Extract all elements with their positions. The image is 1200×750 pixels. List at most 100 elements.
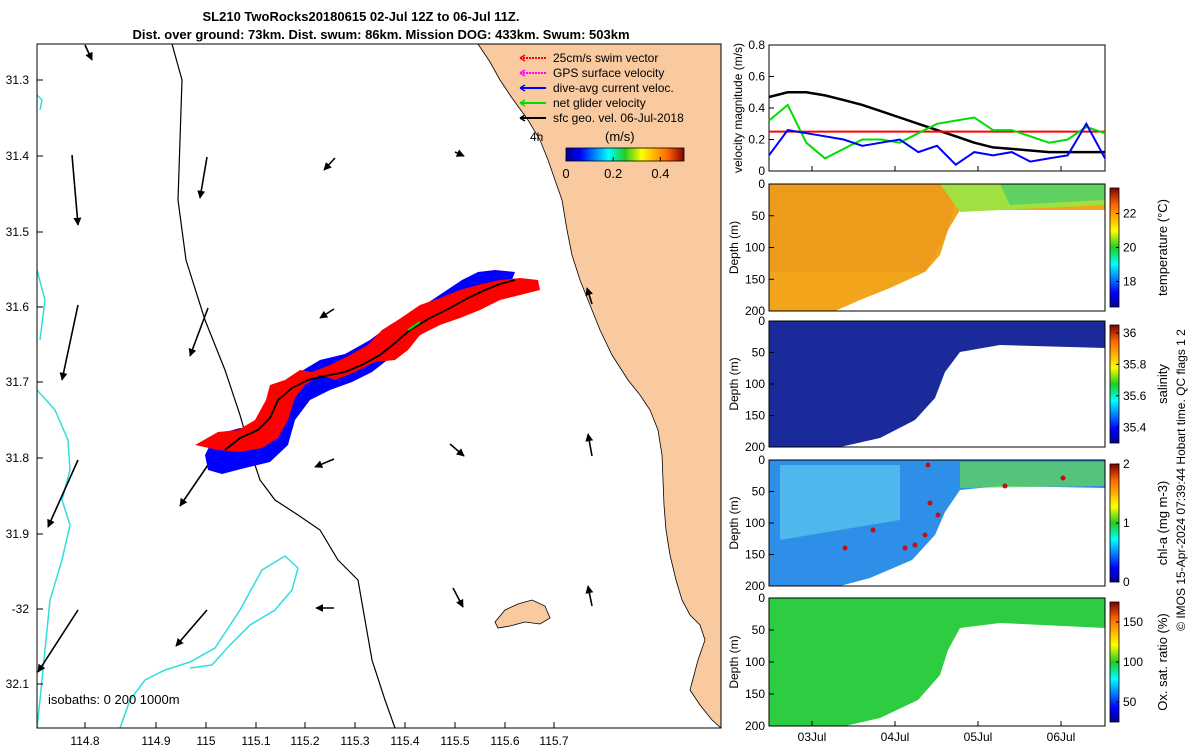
- velocity-ytick-label: 0.2: [748, 133, 765, 147]
- speed-colorbar: (m/s) 0 0.2 0.4: [562, 129, 685, 181]
- map-lat-tick-label: 31.8: [6, 451, 30, 465]
- depth-tick-label: 200: [745, 719, 765, 733]
- colorbar-tick-label: 0.2: [604, 166, 622, 181]
- coastline-land: [477, 44, 721, 728]
- velocity-magnitude-panel: 0 0.2 0.4 0.6 0.8 velocity magnitude (m/s): [731, 38, 1106, 178]
- legend-label: net glider velocity: [553, 96, 646, 110]
- depth-axis-label: Depth (m): [727, 357, 741, 410]
- chla-high-points: [842, 462, 1066, 551]
- map-lon-tick-label: 115.5: [440, 734, 469, 748]
- legend-label: sfc geo. vel. 06-Jul-2018: [553, 111, 684, 125]
- velocity-ytick-label: 0.4: [748, 101, 765, 115]
- map-lat-tick-label: 32.1: [6, 677, 30, 691]
- glider-track: [224, 279, 516, 451]
- map-lon-tick-label: 115.4: [390, 734, 419, 748]
- temperature-colorbar-label: temperature (°C): [1155, 199, 1170, 296]
- depth-tick-label: 100: [745, 377, 765, 391]
- colorbar-tick-label: 35.8: [1123, 357, 1147, 371]
- net-glider-velocity-segment: [407, 321, 421, 331]
- legend-label: GPS surface velocity: [553, 66, 664, 80]
- colorbar-tick-label: 50: [1123, 695, 1137, 709]
- map-lat-tick-label: 31.3: [6, 73, 30, 87]
- colorbar-tick-label: 20: [1123, 241, 1137, 255]
- swim-vector-band: [195, 278, 540, 452]
- small-time-label: 4h: [530, 130, 543, 144]
- map-latitude-ticks: 31.3 31.4 31.5 31.6 31.7 31.8 31.9 -32 32.1: [6, 73, 43, 691]
- title-line-2: Dist. over ground: 73km. Dist. swum: 86k…: [132, 27, 630, 42]
- oxygen-colorbar-label: Ox. sat. ratio (%): [1155, 613, 1170, 711]
- salinity-colorbar: [1109, 324, 1120, 444]
- depth-axis-label: Depth (m): [727, 496, 741, 549]
- depth-tick-label: 50: [752, 209, 766, 223]
- velocity-y-ticks: 0 0.2 0.4 0.6 0.8: [748, 38, 774, 178]
- oxygen-section-fill: [769, 598, 1105, 726]
- colorbar-tick-label: 22: [1123, 207, 1137, 221]
- map-lon-tick-label: 115.7: [539, 734, 568, 748]
- map-lon-tick-label: 115: [196, 734, 215, 748]
- depth-tick-label: 100: [745, 241, 765, 255]
- temperature-section: [768, 183, 1106, 312]
- colorbar-tick-label: 0: [1123, 575, 1130, 589]
- isobaths-label: isobaths: 0 200 1000m: [48, 692, 180, 707]
- oxygen-section: [768, 597, 1106, 727]
- isobath-200m: [171, 44, 396, 728]
- depth-tick-label: 200: [745, 579, 765, 593]
- time-tick-label: 05Jul: [964, 730, 993, 744]
- depth-tick-label: 150: [745, 548, 765, 562]
- depth-tick-label: 50: [752, 346, 766, 360]
- colorbar-tick-label: 0.4: [651, 166, 669, 181]
- map-lon-tick-label: 114.8: [70, 734, 99, 748]
- map-lat-tick-label: 31.7: [6, 375, 30, 389]
- depth-tick-label: 50: [752, 485, 766, 499]
- colorbar-tick-label: 35.6: [1123, 389, 1147, 403]
- depth-tick-label: 150: [745, 272, 765, 286]
- depth-axis-label: Depth (m): [727, 221, 741, 274]
- velocity-ytick-label: 0.6: [748, 70, 765, 84]
- isobath-1000m: [37, 94, 299, 728]
- colorbar-tick-label: 0: [562, 166, 569, 181]
- velocity-series-line: [768, 91, 1105, 154]
- colorbar-tick-label: 1: [1123, 516, 1130, 530]
- depth-tick-label: 100: [745, 655, 765, 669]
- map-lon-tick-label: 115.1: [241, 734, 270, 748]
- chla-section: [768, 459, 1106, 587]
- speed-colorbar-label: (m/s): [605, 129, 635, 144]
- depth-tick-label: 100: [745, 516, 765, 530]
- salinity-section-fill: [769, 321, 1105, 447]
- velocity-series-line: [768, 121, 1106, 166]
- time-tick-label: 04Jul: [881, 730, 910, 744]
- map-lon-tick-label: 115.6: [490, 734, 519, 748]
- legend-label: dive-avg current veloc.: [553, 81, 674, 95]
- colorbar-tick-label: 18: [1123, 275, 1137, 289]
- map-lat-tick-label: -32: [12, 602, 30, 616]
- colorbar-tick-label: 36: [1123, 326, 1137, 340]
- depth-tick-label: 150: [745, 687, 765, 701]
- map-lat-tick-label: 31.6: [6, 300, 30, 314]
- map-longitude-ticks: 114.8 114.9 115 115.1 115.2 115.3 115.4 115.5 11…: [70, 722, 569, 748]
- map-lon-tick-label: 115.3: [340, 734, 369, 748]
- depth-tick-label: 0: [758, 314, 765, 328]
- time-tick-label: 06Jul: [1047, 730, 1076, 744]
- footer-credit: © IMOS 15-Apr-2024 07:39:44 Hobart time.…: [1174, 329, 1188, 631]
- map-lat-tick-label: 31.5: [6, 225, 30, 239]
- depth-axis-label: Depth (m): [727, 635, 741, 688]
- velocity-ytick-label: 0: [758, 164, 765, 178]
- velocity-series: [768, 91, 1106, 166]
- title-line-1: SL210 TwoRocks20180615 02-Jul 12Z to 06-…: [202, 9, 520, 24]
- colorbar-tick-label: 2: [1123, 457, 1130, 471]
- salinity-section: [768, 320, 1106, 448]
- glider-track-map: 114.8 114.9 115 115.1 115.2 115.3 115.4 115.5 11…: [6, 43, 722, 748]
- colorbar-tick-label: 100: [1123, 655, 1143, 669]
- map-lat-tick-label: 31.4: [6, 149, 30, 163]
- rottnest-island: [494, 599, 551, 629]
- depth-tick-label: 0: [758, 453, 765, 467]
- map-lon-tick-label: 114.9: [141, 734, 170, 748]
- map-lat-tick-label: 31.9: [6, 527, 30, 541]
- velocity-series-line: [768, 103, 1106, 160]
- legend-label: 25cm/s swim vector: [553, 51, 658, 65]
- salinity-colorbar-label: salinity: [1155, 364, 1170, 404]
- chla-colorbar-label: chl-a (mg m-3): [1155, 481, 1170, 566]
